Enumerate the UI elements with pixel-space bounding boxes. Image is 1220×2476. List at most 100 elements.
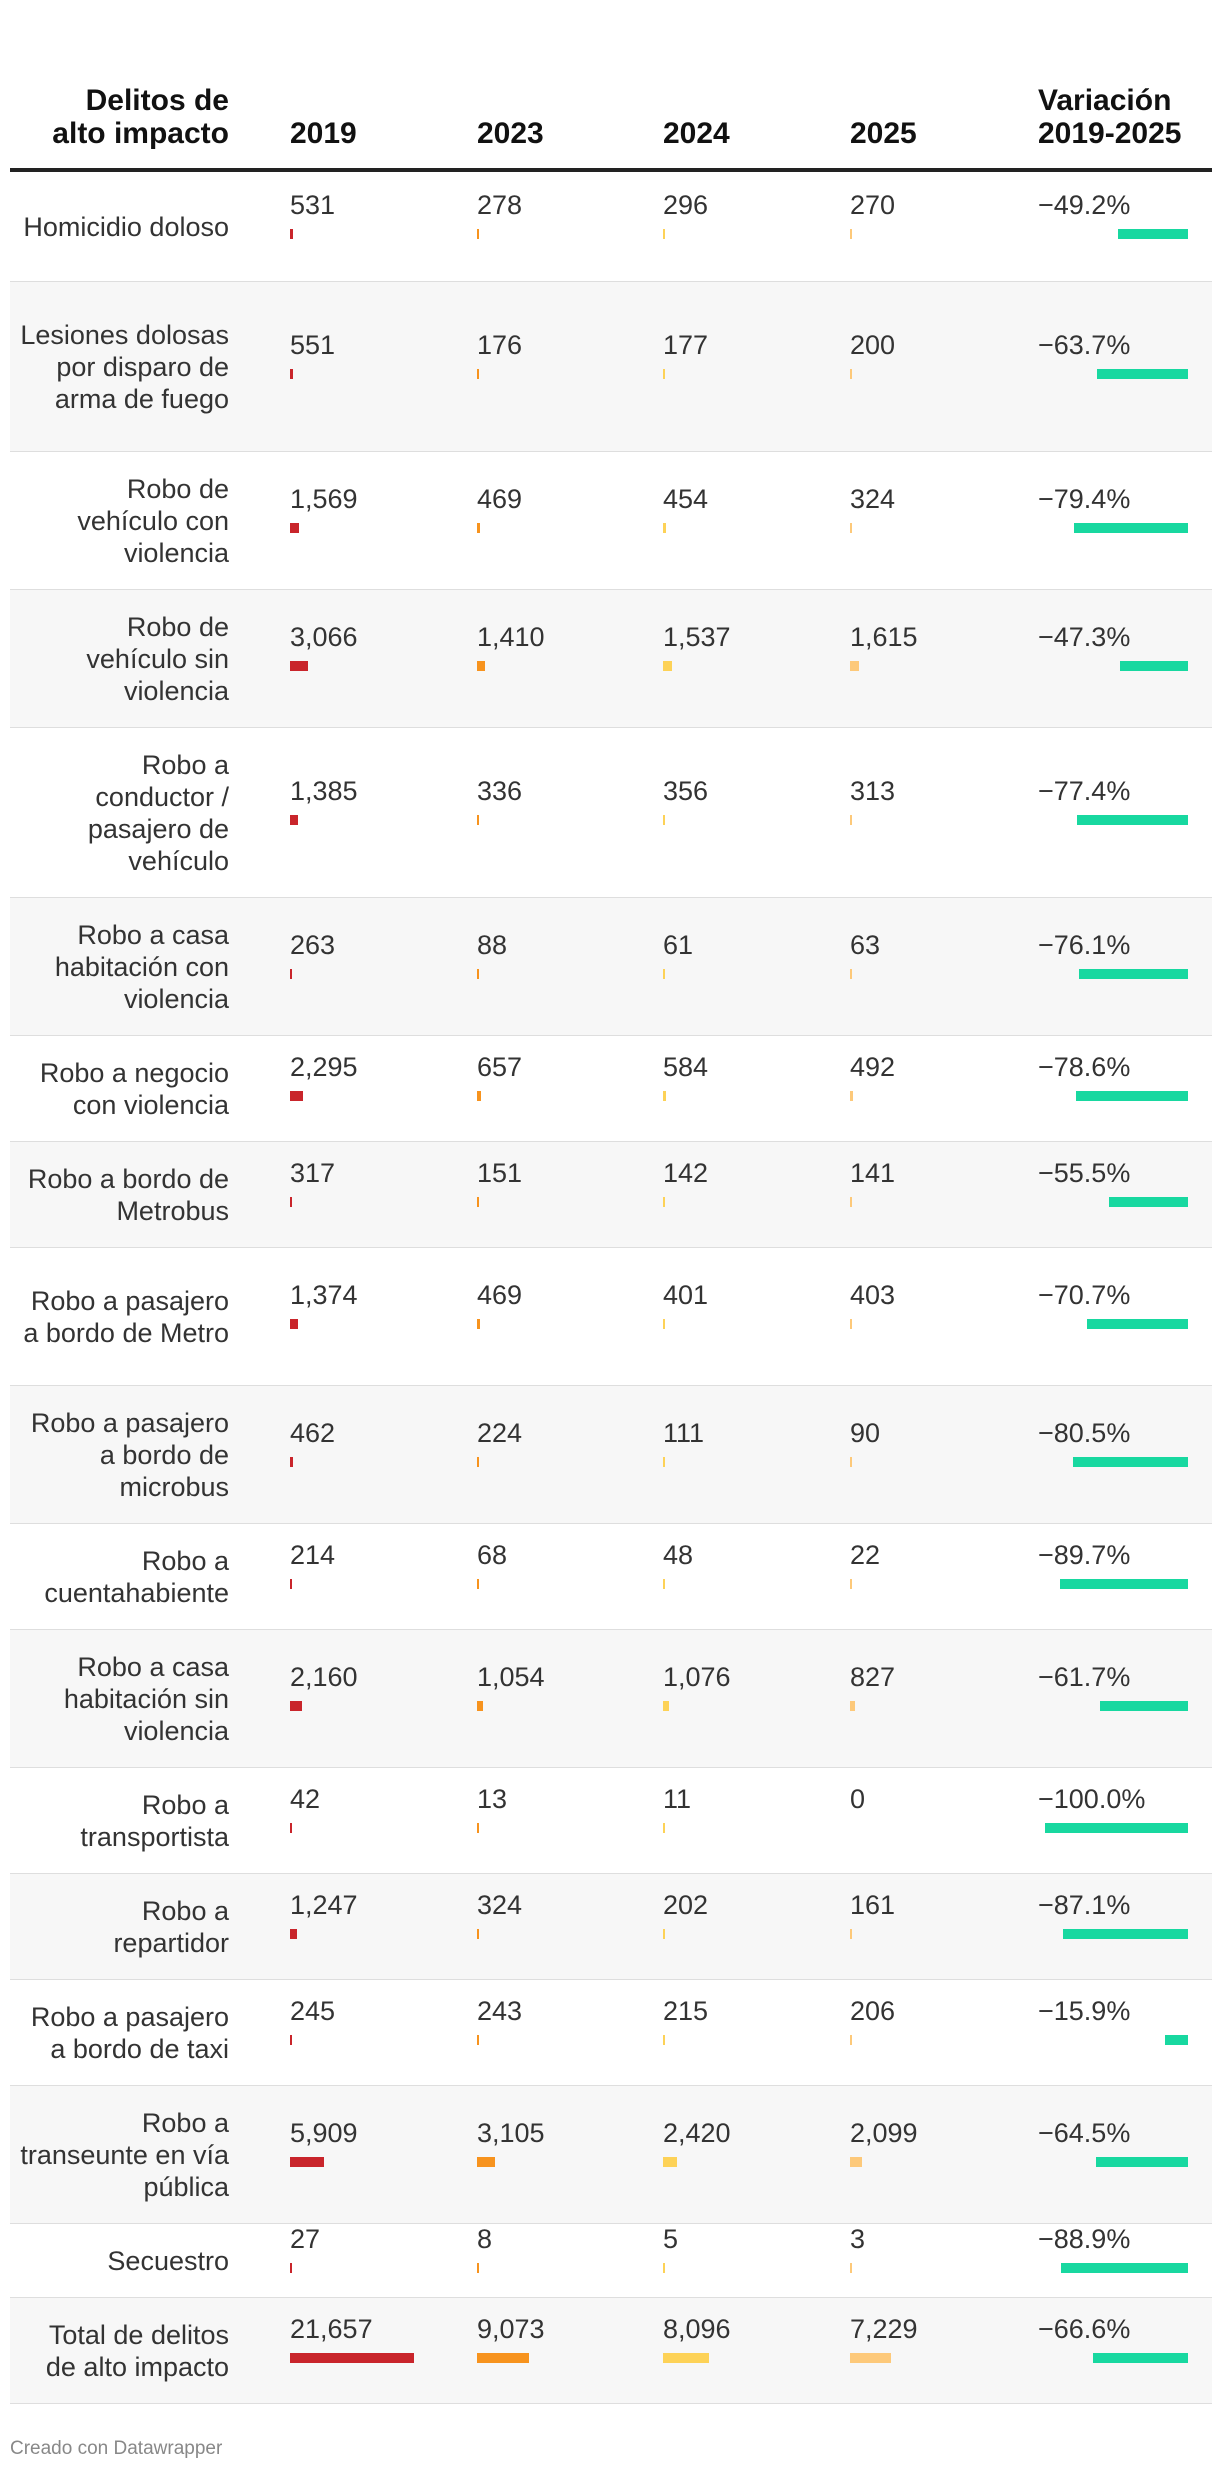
value-label: 161: [850, 1889, 896, 1920]
value-bar: [850, 2034, 852, 2045]
value-bar: [477, 1700, 484, 1711]
crime-name: Lesiones dolosas por disparo de arma de …: [20, 319, 229, 414]
value-bar: [477, 814, 479, 825]
header-2024: 2024: [663, 117, 730, 150]
value-bar: [850, 2262, 852, 2273]
value-label: 1,410: [477, 621, 545, 652]
value-bar: [850, 1090, 853, 1101]
variation-label: −89.7%: [1038, 1539, 1131, 1570]
value-bar: [663, 1700, 670, 1711]
value-label: 42: [290, 1783, 321, 1814]
value-label: 7,229: [850, 2313, 918, 2344]
value-label: 827: [850, 1661, 896, 1692]
value-label: 469: [477, 483, 523, 514]
value-bar: [477, 2262, 479, 2273]
value-label: 1,076: [663, 1661, 731, 1692]
value-label: 63: [850, 929, 881, 960]
value-label: 22: [850, 1539, 881, 1570]
value-label: 454: [663, 483, 709, 514]
value-label: 469: [477, 1279, 523, 1310]
header-crime: Delitos de alto impacto: [52, 84, 229, 150]
credit-text: Creado con Datawrapper: [10, 2438, 223, 2459]
variation-label: −78.6%: [1038, 1051, 1131, 1082]
value-bar: [663, 1090, 667, 1101]
value-bar: [663, 1928, 665, 1939]
table-row: Robo a transeunte en vía pública 5,909 3,1…: [10, 2086, 1212, 2224]
table-row: Robo a negocio con violencia 2,295 657 584 4…: [10, 1036, 1212, 1142]
value-label: 8: [477, 2223, 493, 2254]
value-label: 2,099: [850, 2117, 918, 2148]
crime-name: Robo a pasajero a bordo de Metro: [23, 1285, 229, 1348]
value-label: 88: [477, 929, 508, 960]
table-row: Robo a casa habitación con violencia 263 8…: [10, 898, 1212, 1036]
header-2025: 2025: [850, 117, 917, 150]
crime-name: Robo a transeunte en vía pública: [20, 2107, 229, 2202]
crime-name: Robo a pasajero a bordo de taxi: [30, 2001, 229, 2064]
value-label: 9,073: [477, 2313, 545, 2344]
variation-bar: [1092, 2352, 1188, 2363]
value-bar: [663, 522, 666, 533]
value-bar: [850, 1318, 853, 1329]
value-label: 1,615: [850, 621, 918, 652]
value-label: 90: [850, 1417, 881, 1448]
value-label: 462: [290, 1417, 336, 1448]
value-label: 13: [477, 1783, 508, 1814]
value-bar: [663, 2156, 677, 2167]
value-bar: [663, 1822, 665, 1833]
value-bar: [290, 1822, 292, 1833]
crime-name: Secuestro: [107, 2245, 229, 2276]
variation-label: −66.6%: [1038, 2313, 1131, 2344]
value-bar: [850, 1456, 852, 1467]
value-label: 263: [290, 929, 336, 960]
table-row: Robo a conductor / pasajero de vehículo 1…: [10, 728, 1212, 898]
value-label: 1,247: [290, 1889, 358, 1920]
variation-bar: [1075, 1090, 1188, 1101]
variation-bar: [1045, 1822, 1188, 1833]
value-bar: [850, 814, 852, 825]
variation-label: −15.9%: [1038, 1995, 1131, 2026]
value-label: 317: [290, 1157, 336, 1188]
value-label: 206: [850, 1995, 896, 2026]
crime-name: Robo a repartidor: [113, 1895, 229, 1958]
value-label: 1,537: [663, 621, 731, 652]
value-label: 141: [850, 1157, 896, 1188]
variation-bar: [1063, 1928, 1188, 1939]
value-label: 200: [850, 329, 896, 360]
value-bar: [850, 368, 852, 379]
table-header: Delitos de alto impacto 2019 2023 2024 2…: [10, 0, 1212, 172]
value-bar: [663, 2262, 665, 2273]
value-bar: [477, 2034, 479, 2045]
variation-label: −70.7%: [1038, 1279, 1131, 1310]
value-bar: [477, 1928, 479, 1939]
value-label: 336: [477, 775, 523, 806]
value-bar: [850, 2352, 892, 2363]
value-bar: [290, 1928, 298, 1939]
value-label: 224: [477, 1417, 523, 1448]
value-label: 1,385: [290, 775, 358, 806]
value-label: 5,909: [290, 2117, 358, 2148]
table-row: Robo a casa habitación sin violencia 2,16…: [10, 1630, 1212, 1768]
value-label: 11: [663, 1783, 692, 1814]
table-row: Total de delitos de alto impacto 21,657 9,…: [10, 2298, 1212, 2404]
variation-bar: [1060, 2262, 1188, 2273]
value-bar: [477, 2156, 495, 2167]
value-label: 214: [290, 1539, 336, 1570]
value-bar: [477, 228, 479, 239]
variation-bar: [1074, 522, 1188, 533]
value-bar: [663, 2034, 665, 2045]
value-bar: [477, 1318, 480, 1329]
variation-bar: [1117, 228, 1188, 239]
variation-label: −55.5%: [1038, 1157, 1131, 1188]
table-row: Robo a repartidor 1,247 324 202 161 −87.1%: [10, 1874, 1212, 1980]
value-bar: [290, 1456, 293, 1467]
value-bar: [663, 1318, 666, 1329]
value-bar: [663, 814, 666, 825]
value-label: 657: [477, 1051, 523, 1082]
value-bar: [850, 228, 852, 239]
value-label: 176: [477, 329, 523, 360]
value-label: 2,295: [290, 1051, 358, 1082]
value-bar: [850, 1700, 855, 1711]
value-bar: [477, 1578, 479, 1589]
value-bar: [477, 1090, 481, 1101]
variation-bar: [1086, 1318, 1188, 1329]
